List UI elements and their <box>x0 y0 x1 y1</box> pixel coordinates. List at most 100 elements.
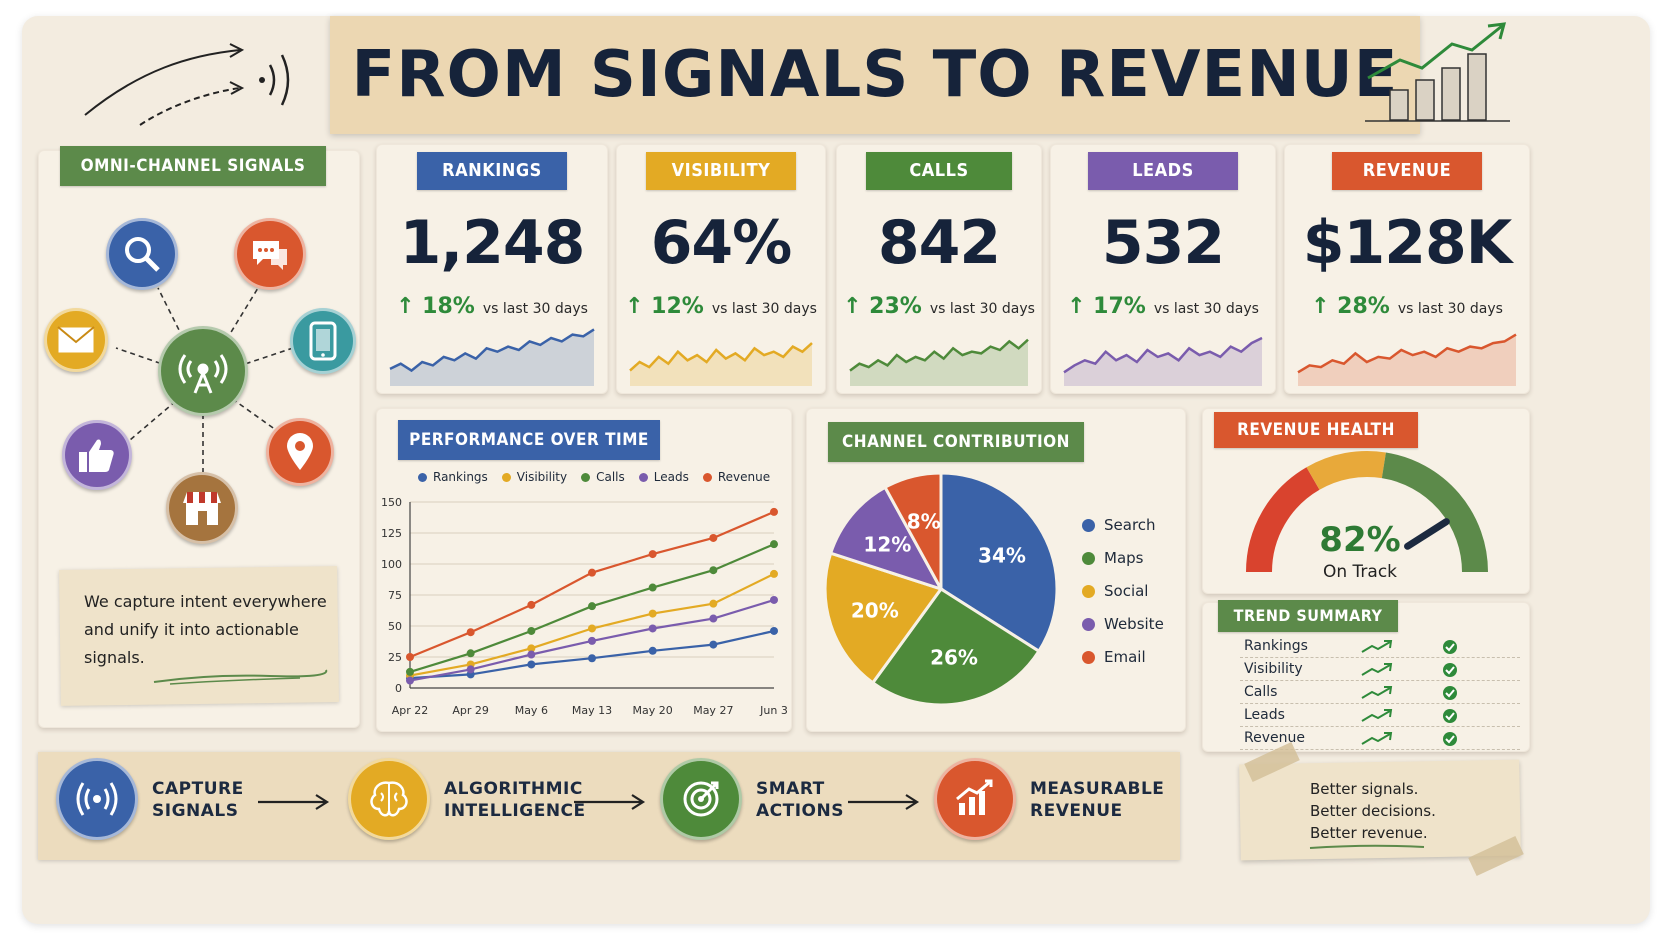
x-tick-label: May 13 <box>572 704 612 717</box>
pie-slice-label: 34% <box>978 543 1026 567</box>
flow-step-line-2: SIGNALS <box>152 801 239 821</box>
legend-label: Social <box>1104 582 1149 600</box>
trend-summary-heading: TREND SUMMARY <box>1218 600 1398 632</box>
trend-up-icon <box>1361 663 1393 676</box>
data-point-revenue <box>466 628 475 637</box>
legend-swatch <box>501 472 511 482</box>
kpi-delta-period: vs last 30 days <box>1397 301 1503 317</box>
pie-legend-item: Search <box>1082 516 1156 534</box>
data-point-rankings <box>527 660 536 669</box>
flow-arrow-icon <box>574 794 646 810</box>
revenue-health-heading: REVENUE HEALTH <box>1214 412 1418 448</box>
flow-step-line-1: MEASURABLE <box>1030 779 1165 799</box>
legend-item: Leads <box>638 470 689 484</box>
legend-swatch <box>1082 584 1095 598</box>
legend-item: Rankings <box>418 470 488 484</box>
gauge-segment <box>1306 450 1386 490</box>
kpi-delta-percent: ↑ 17% <box>1067 294 1146 319</box>
phone-icon <box>290 308 356 374</box>
chat-icon <box>234 218 306 290</box>
legend-item: Revenue <box>702 470 771 484</box>
sparkline-area <box>1064 338 1262 386</box>
trend-row-label: Calls <box>1244 684 1278 700</box>
sparkline-area <box>630 343 812 386</box>
target-icon <box>660 758 742 840</box>
kpi-delta-percent: ↑ 28% <box>1311 294 1390 319</box>
sparkline-area <box>850 339 1028 386</box>
signals-note-line-2: and unify it into actionable <box>84 620 299 639</box>
kpi-value: 1,248 <box>399 208 586 278</box>
x-tick-label: Apr 22 <box>392 704 429 717</box>
bar-growth-icon <box>934 758 1016 840</box>
pie-slice-website <box>828 485 945 592</box>
x-tick-label: Apr 29 <box>452 704 489 717</box>
kpi-label: CALLS <box>866 152 1012 190</box>
flow-arrow-icon <box>258 794 330 810</box>
kpi-delta: ↑ 23% vs last 30 days <box>836 294 1042 319</box>
legend-label: Leads <box>653 470 689 484</box>
legend-swatch <box>638 472 648 482</box>
flow-step-label: ALGORITHMIC INTELLIGENCE <box>444 778 586 822</box>
kpi-label: RANKINGS <box>417 152 567 190</box>
store-icon <box>166 472 238 544</box>
performance-heading: PERFORMANCE OVER TIME <box>398 420 660 460</box>
flow-step-label: CAPTURE SIGNALS <box>152 778 244 822</box>
signals-note-line-1: We capture intent everywhere <box>84 592 327 611</box>
y-tick-label: 100 <box>381 558 402 571</box>
kpi-card-rankings: RANKINGS 1,248 ↑ 18% vs last 30 days <box>376 144 608 394</box>
gauge-segment <box>1381 452 1488 573</box>
data-point-calls <box>527 626 536 635</box>
pie-legend-item: Website <box>1082 615 1164 633</box>
check-circle-icon <box>1443 686 1457 700</box>
legend-swatch <box>1082 518 1095 532</box>
flow-step-line-2: ACTIONS <box>756 801 844 821</box>
data-point-calls <box>648 583 657 592</box>
data-point-calls <box>406 667 414 676</box>
kpi-delta: ↑ 17% vs last 30 days <box>1050 294 1276 319</box>
kpi-delta: ↑ 18% vs last 30 days <box>376 294 608 319</box>
tagline-line-2: Better decisions. <box>1310 802 1436 820</box>
kpi-card-leads: LEADS 532 ↑ 17% vs last 30 days <box>1050 144 1276 394</box>
data-point-rankings <box>770 626 778 635</box>
page-title: FROM SIGNALS TO REVENUE <box>330 16 1420 134</box>
data-point-leads <box>588 636 596 645</box>
y-tick-label: 0 <box>395 682 402 695</box>
trend-up-icon <box>1361 732 1393 745</box>
data-point-revenue <box>527 600 536 609</box>
legend-swatch <box>1082 551 1095 565</box>
y-tick-label: 125 <box>381 527 402 540</box>
gauge-segment <box>1246 467 1320 573</box>
data-point-calls <box>588 602 596 611</box>
legend-label: Rankings <box>433 470 488 484</box>
kpi-card-revenue: REVENUE $128K ↑ 28% vs last 30 days <box>1284 144 1530 394</box>
kpi-value: 842 <box>877 208 1001 278</box>
legend-item: Calls <box>581 470 625 484</box>
location-pin-icon <box>266 418 334 486</box>
kpi-sparkline <box>1063 336 1263 386</box>
tagline-line-3: Better revenue. <box>1310 824 1428 842</box>
performance-card <box>376 408 792 732</box>
legend-label: Maps <box>1104 549 1144 567</box>
y-tick-label: 150 <box>381 496 402 509</box>
kpi-sparkline <box>629 342 813 386</box>
data-point-visibility <box>770 569 778 578</box>
legend-label: Revenue <box>717 470 771 484</box>
pie-legend-item: Maps <box>1082 549 1143 567</box>
data-point-leads <box>466 665 475 674</box>
data-point-visibility <box>527 644 536 653</box>
kpi-value: 64% <box>650 208 793 278</box>
data-point-calls <box>770 540 778 549</box>
thumbs-up-icon <box>62 420 132 490</box>
data-point-rankings <box>648 646 657 655</box>
broadcast-icon <box>56 758 138 840</box>
y-tick-label: 75 <box>388 589 402 602</box>
sparkline-line <box>629 342 813 372</box>
y-tick-label: 50 <box>388 620 402 633</box>
kpi-label: REVENUE <box>1332 152 1482 190</box>
flow-step-line-2: INTELLIGENCE <box>444 801 586 821</box>
flow-step-line-1: SMART <box>756 779 825 799</box>
channel-heading: CHANNEL CONTRIBUTION <box>828 422 1084 462</box>
pie-slice-email <box>883 471 943 590</box>
data-point-revenue <box>770 507 778 516</box>
trend-up-icon <box>1361 686 1393 699</box>
